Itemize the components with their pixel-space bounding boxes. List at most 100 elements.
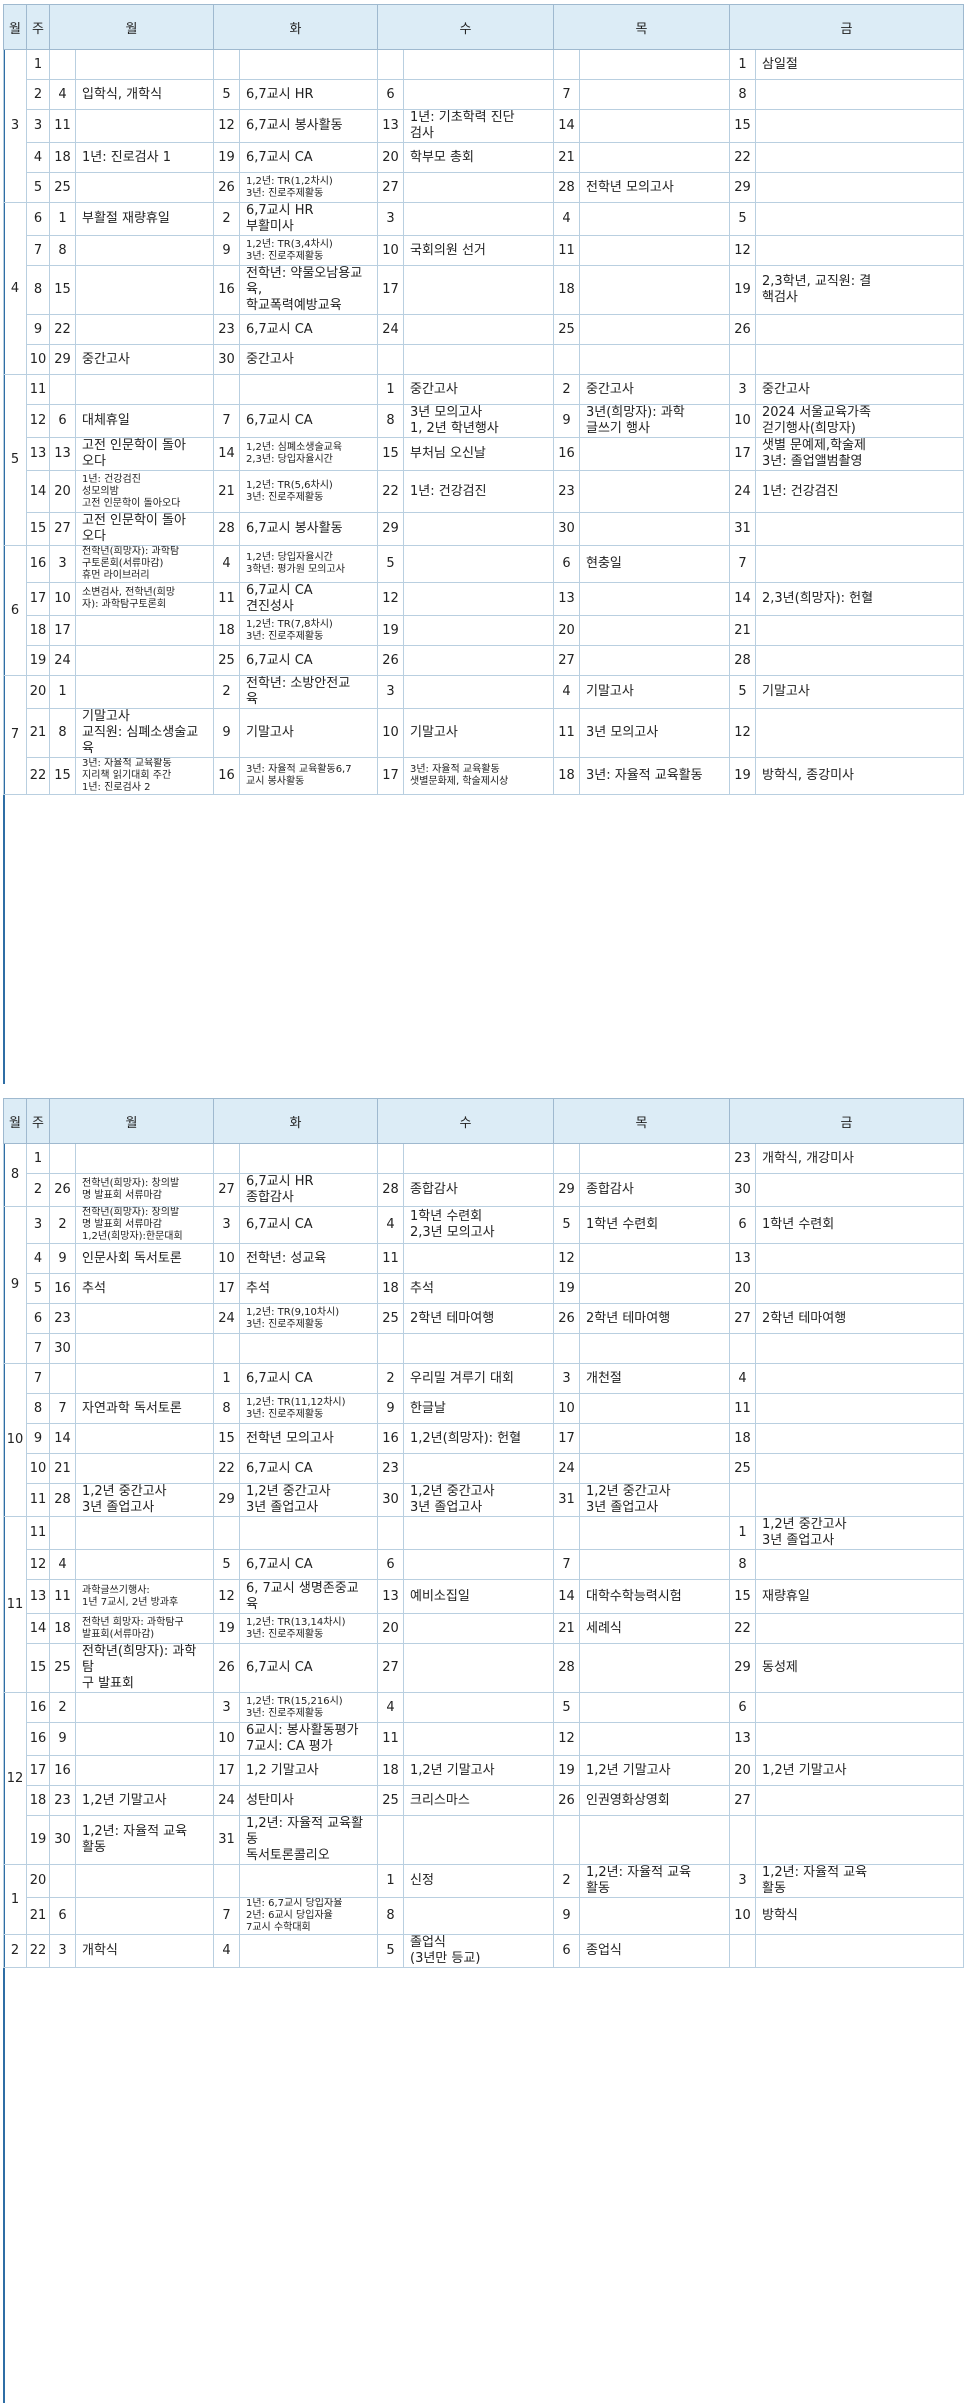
event-cell: 한글날 [403,1393,554,1424]
event-cell [755,1613,964,1644]
event-cell [755,1363,964,1394]
event-cell [75,1755,214,1786]
day-number [213,49,240,80]
event-cell [75,1363,214,1394]
day-number: 22 [729,1613,756,1644]
event-cell: 3년: 자율적 교육활동 [579,757,730,795]
header-5: 목 [553,4,730,50]
day-number: 28 [729,645,756,676]
event-cell: 6,7교시 봉사활동 [239,512,378,546]
event-cell: 전학년(희망자): 과학탐 구토론회(서류마감) 휴먼 라이브러리 [75,545,214,583]
day-number: 14 [213,437,240,471]
event-cell: 추석 [403,1273,554,1304]
event-cell: 6,7교시 HR [239,79,378,110]
event-cell: 종합감사 [579,1173,730,1207]
day-number: 21 [49,1453,76,1484]
week-number: 5 [26,1273,50,1304]
event-cell: 2,3학년, 교직원: 결 핵검사 [755,265,964,315]
event-cell: 1학년 수련회 [755,1206,964,1244]
week-row: 17 10 소변검사, 전학년(희망 자): 과학탐구토론회 11 6,7교시 CA 견… [4,582,964,616]
day-number: 26 [553,1303,580,1334]
day-number [213,1516,240,1550]
event-cell: 추석 [75,1273,214,1304]
day-number: 24 [729,470,756,513]
day-number: 25 [377,1785,404,1816]
event-cell: 1,2년 중간고사 3년 졸업고사 [403,1483,554,1517]
event-cell: 1,2년: TR(7,8차시) 3년: 진로주제활동 [239,615,378,646]
event-cell: 과학글쓰기행사: 1년 7교시, 2년 방과후 [75,1579,214,1614]
day-number: 12 [729,235,756,266]
event-cell [579,109,730,143]
day-number: 19 [213,1613,240,1644]
day-number: 27 [213,1173,240,1207]
week-row: 4 9 인문사회 독서토론 10 전학년: 성교육 11 12 13 [4,1243,964,1274]
day-number: 6 [377,79,404,110]
day-number: 6 [553,545,580,583]
event-cell: 추석 [239,1273,378,1304]
day-number: 16 [49,1755,76,1786]
day-number: 2 [553,374,580,405]
event-cell: 전학년: 약물오남용교육, 학교폭력예방교육 [239,265,378,315]
week-number: 11 [26,374,50,405]
day-number: 22 [729,142,756,173]
event-cell [403,1897,554,1935]
day-number: 11 [729,1393,756,1424]
day-number: 16 [49,1273,76,1304]
day-number: 12 [729,708,756,758]
event-cell [755,172,964,203]
day-number: 10 [213,1722,240,1756]
event-cell [579,79,730,110]
event-cell: 대학수학능력시험 [579,1579,730,1614]
day-number: 17 [49,615,76,646]
event-cell [75,675,214,709]
day-number: 4 [49,79,76,110]
event-cell [579,344,730,375]
week-number: 6 [26,202,50,236]
event-cell [755,545,964,583]
day-number: 18 [213,615,240,646]
header-6: 금 [729,4,964,50]
day-number: 24 [377,314,404,345]
day-number: 9 [49,1243,76,1274]
day-number: 16 [213,757,240,795]
week-number: 11 [26,1483,50,1517]
event-cell: 1,2년 기말고사 [75,1785,214,1816]
event-cell: 예비소집일 [403,1579,554,1614]
event-cell: 인권영화상영회 [579,1785,730,1816]
week-row: 2 22 3 개학식 4 5 졸업식 (3년만 등교) 6 종업식 [3,1934,964,1968]
day-number: 21 [729,615,756,646]
event-cell: 1년: 건강검진 성모의밤 고전 인문학이 돌아오다 [75,470,214,513]
event-cell: 2학년 테마여행 [403,1303,554,1334]
week-row: 3 11 12 6,7교시 봉사활동 13 1년: 기초학력 진단 검사 14 15 [4,109,964,143]
event-cell [579,582,730,616]
event-cell: 중간고사 [403,374,554,405]
day-number: 1 [49,202,76,236]
event-cell [579,235,730,266]
event-cell: 부처님 오신날 [403,437,554,471]
event-cell [579,470,730,513]
day-number: 20 [377,142,404,173]
event-cell [403,49,554,80]
day-number: 12 [213,1579,240,1614]
week-number: 7 [26,235,50,266]
day-number: 8 [377,1897,404,1935]
day-number: 24 [213,1303,240,1334]
week-row: 2 26 전학년(희망자): 창의발 명 발표회 서류마감 27 6,7교시 HR 종합… [4,1173,964,1207]
week-number: 18 [26,615,50,646]
week-number: 7 [26,1363,50,1394]
day-number [377,344,404,375]
day-number: 18 [553,757,580,795]
event-cell [755,708,964,758]
week-number: 4 [26,142,50,173]
event-cell: 1학년 수련회 2,3년 모의고사 [403,1206,554,1244]
week-number: 8 [26,1393,50,1424]
event-cell: 1,2년(희망자): 헌혈 [403,1423,554,1454]
day-number [377,1143,404,1174]
day-number: 28 [49,1483,76,1517]
header-4: 수 [377,4,554,50]
event-cell [579,49,730,80]
day-number: 11 [377,1722,404,1756]
week-row: 1 20 1 신정 2 1,2년: 자율적 교육 활동 3 1,2년: 자율적 교육 활동 [3,1864,964,1935]
